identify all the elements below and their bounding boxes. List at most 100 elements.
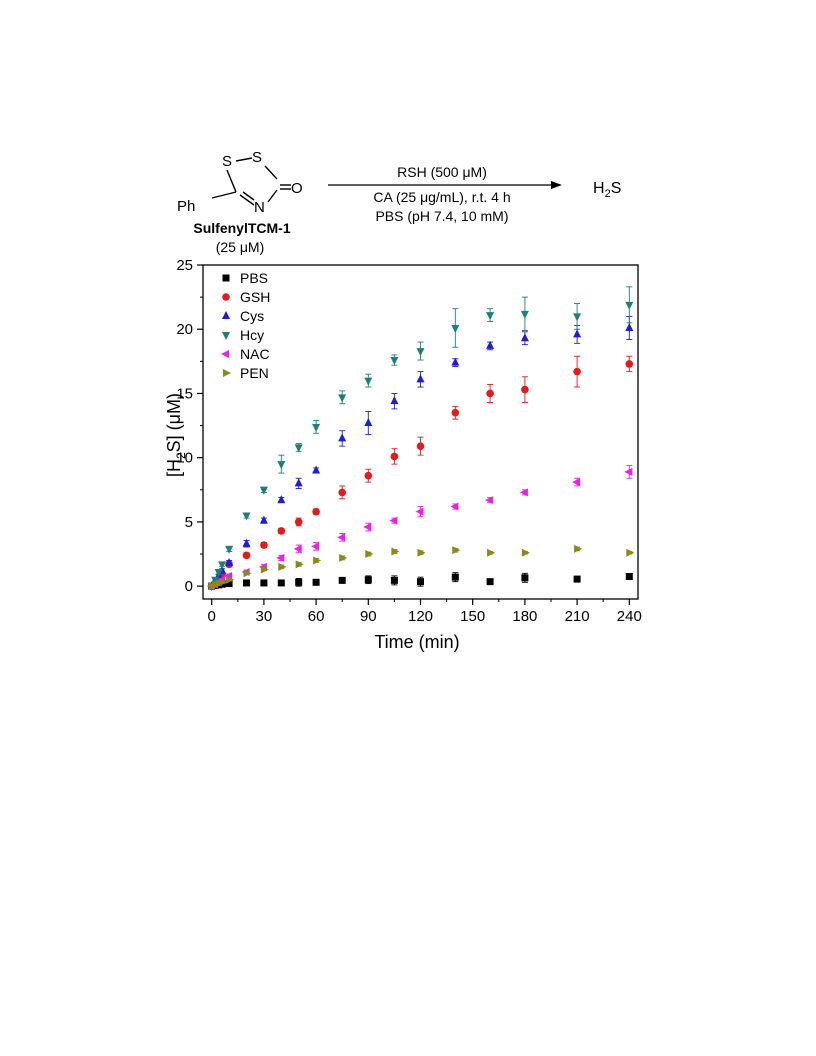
data-point-pbs bbox=[277, 579, 285, 587]
data-point-gsh bbox=[390, 452, 399, 461]
y-label-subscript: 2 bbox=[174, 452, 188, 459]
legend-marker-nac bbox=[221, 350, 229, 358]
y-tick-label-15: 15 bbox=[176, 385, 193, 402]
data-point-pbs bbox=[338, 576, 346, 584]
legend-label-pen: PEN bbox=[240, 365, 269, 381]
data-point-nac bbox=[450, 502, 459, 511]
x-tick-label-240: 240 bbox=[617, 608, 642, 625]
series-hcy bbox=[207, 286, 634, 592]
y-tick-label-0: 0 bbox=[185, 578, 193, 595]
plot-frame bbox=[202, 264, 639, 600]
data-point-pen bbox=[260, 565, 269, 574]
data-point-cys bbox=[225, 558, 234, 567]
reaction-arrow-head bbox=[551, 181, 562, 189]
legend-marker-cys bbox=[222, 311, 230, 319]
y-label-end: S] (μM) bbox=[164, 393, 184, 452]
reaction-scheme: S S O N Ph SulfenylTCM-1 (25 μM) RSH (50… bbox=[177, 149, 621, 255]
data-point-pen bbox=[487, 548, 496, 557]
product-h: H bbox=[593, 180, 605, 197]
data-point-hcy bbox=[390, 357, 399, 366]
data-point-hcy bbox=[416, 348, 425, 357]
legend-marker-pbs bbox=[222, 274, 230, 282]
data-point-pen bbox=[313, 556, 322, 565]
data-point-pen bbox=[219, 578, 228, 587]
y-tick-label-5: 5 bbox=[185, 514, 193, 531]
series-nac bbox=[206, 464, 633, 591]
data-point-pbs bbox=[521, 574, 529, 582]
atom-s1: S bbox=[222, 153, 232, 170]
data-point-pbs bbox=[295, 578, 303, 586]
x-tick-label-30: 30 bbox=[256, 608, 273, 625]
legend-label-nac: NAC bbox=[240, 346, 270, 362]
data-point-nac bbox=[519, 488, 528, 497]
series-pen bbox=[208, 544, 635, 591]
data-point-hcy bbox=[294, 444, 303, 453]
legend-marker-gsh bbox=[222, 293, 230, 301]
chart-legend: PBS GSH Cys Hcy NAC PEN bbox=[221, 270, 270, 381]
data-point-hcy bbox=[364, 377, 373, 386]
h2s-release-chart: 0 30 60 90 120 150 180 210 240 0 5 10 15 20 25 PBS GSH C… bbox=[164, 257, 642, 652]
data-point-hcy bbox=[486, 312, 495, 321]
data-point-cys bbox=[573, 329, 582, 338]
data-point-hcy bbox=[573, 313, 582, 322]
data-point-pen bbox=[417, 548, 426, 557]
data-point-pbs bbox=[625, 573, 633, 581]
data-point-cys bbox=[486, 340, 495, 349]
legend-marker-pen bbox=[223, 369, 231, 377]
data-point-nac bbox=[337, 533, 346, 542]
x-tick-label-90: 90 bbox=[360, 608, 377, 625]
data-point-nac bbox=[389, 516, 398, 525]
data-point-pbs bbox=[243, 579, 250, 587]
data-point-nac bbox=[276, 553, 285, 562]
bond-c5-s1 bbox=[226, 169, 237, 193]
data-point-cys bbox=[312, 465, 321, 474]
data-point-pbs bbox=[312, 578, 320, 586]
data-point-hcy bbox=[242, 512, 251, 521]
reagent-line-2: CA (25 μg/mL), r.t. 4 h bbox=[373, 189, 510, 205]
chart-ticks: 0 30 60 90 120 150 180 210 240 0 5 10 15 20 25 bbox=[176, 257, 642, 625]
legend-label-pbs: PBS bbox=[240, 270, 268, 286]
data-point-cys bbox=[242, 538, 251, 547]
data-point-gsh bbox=[573, 367, 581, 376]
data-point-cys bbox=[625, 322, 634, 331]
x-tick-label-210: 210 bbox=[565, 608, 590, 625]
data-point-nac bbox=[293, 544, 302, 553]
data-point-gsh bbox=[338, 488, 346, 497]
product-h2s: H2S bbox=[593, 180, 621, 200]
data-point-pen bbox=[521, 548, 530, 557]
bond-s2-c-carbonyl bbox=[264, 165, 278, 180]
data-point-nac bbox=[415, 507, 424, 516]
legend-marker-hcy bbox=[222, 332, 230, 340]
data-point-pen bbox=[452, 546, 461, 555]
legend-label-gsh: GSH bbox=[240, 289, 270, 305]
bond-n-c5 bbox=[239, 194, 255, 206]
atom-o: O bbox=[291, 180, 303, 197]
dithiazolone-structure bbox=[211, 157, 291, 206]
atom-n: N bbox=[254, 199, 265, 216]
y-axis-label: [H2S] (μM) bbox=[164, 393, 188, 477]
data-point-nac bbox=[485, 496, 494, 505]
product-subscript: 2 bbox=[605, 188, 611, 200]
data-point-pen bbox=[626, 548, 635, 557]
atom-s2: S bbox=[252, 149, 262, 166]
bond-n-c5-inner bbox=[242, 191, 255, 201]
data-point-cys bbox=[277, 495, 286, 504]
x-tick-label-180: 180 bbox=[512, 608, 537, 625]
substituent-ph: Ph bbox=[177, 198, 195, 215]
data-point-pbs bbox=[390, 576, 398, 584]
x-tick-label-0: 0 bbox=[208, 608, 216, 625]
bond-c5-ph bbox=[211, 191, 237, 199]
data-point-gsh bbox=[364, 471, 373, 480]
y-label-main: [H bbox=[164, 459, 184, 477]
x-tick-label-120: 120 bbox=[408, 608, 433, 625]
data-point-hcy bbox=[277, 461, 286, 470]
data-point-pbs bbox=[486, 578, 494, 586]
data-point-pen bbox=[243, 569, 252, 578]
data-point-cys bbox=[364, 418, 373, 427]
data-point-pen bbox=[339, 553, 348, 562]
compound-name: SulfenylTCM-1 bbox=[193, 220, 290, 236]
series-pbs bbox=[208, 572, 633, 590]
legend-label-cys: Cys bbox=[240, 308, 264, 324]
data-point-hcy bbox=[225, 545, 234, 554]
legend-label-hcy: Hcy bbox=[240, 327, 264, 343]
